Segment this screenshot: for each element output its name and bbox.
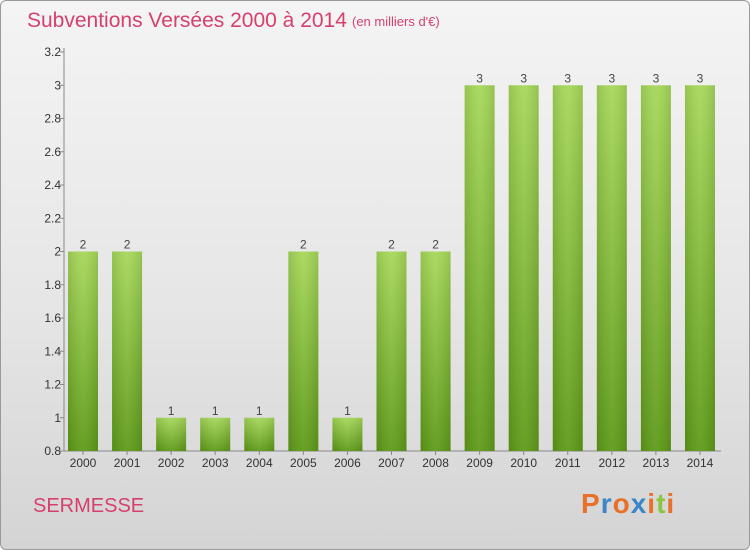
- data-label: 1: [168, 404, 175, 418]
- data-label: 1: [256, 404, 263, 418]
- y-tick-label: 3: [54, 78, 61, 92]
- logo-letter: P: [581, 488, 601, 519]
- logo-letter: o: [612, 488, 631, 519]
- y-tick-label: 1: [54, 411, 61, 425]
- data-label: 3: [564, 71, 571, 85]
- data-label: 2: [124, 238, 131, 252]
- logo-letter: i: [647, 488, 657, 519]
- x-tick-label: 2001: [114, 456, 141, 470]
- chart-title: Subventions Versées 2000 à 2014: [27, 9, 347, 32]
- bar-shade: [244, 417, 275, 451]
- logo-letter: t: [656, 488, 667, 519]
- bar-shade: [332, 417, 363, 451]
- bar-shade: [288, 251, 319, 451]
- bar-shade: [508, 85, 539, 451]
- data-label: 3: [476, 71, 483, 85]
- y-tick-label: 1.4: [44, 344, 61, 358]
- bar-shade: [596, 85, 627, 451]
- bar-shade: [112, 251, 143, 451]
- x-tick-label: 2012: [598, 456, 625, 470]
- x-tick-label: 2005: [290, 456, 317, 470]
- commune-name: SERMESSE: [33, 495, 145, 517]
- x-tick-label: 2002: [158, 456, 185, 470]
- x-tick-label: 2009: [466, 456, 493, 470]
- data-label: 1: [344, 404, 351, 418]
- bar-shade: [156, 417, 187, 451]
- bar-shade: [68, 251, 98, 451]
- x-tick-label: 2011: [555, 456, 581, 470]
- x-tick-label: 2008: [422, 456, 449, 470]
- y-tick-label: 2.8: [44, 112, 61, 126]
- bar-shade: [552, 85, 583, 451]
- logo-letter: i: [666, 488, 676, 519]
- y-tick-label: 1.6: [44, 311, 61, 325]
- x-tick-label: 2003: [202, 456, 229, 470]
- data-label: 3: [697, 71, 704, 85]
- data-label: 2: [432, 238, 439, 252]
- x-tick-label: 2004: [246, 456, 273, 470]
- y-tick-label: 1.8: [44, 278, 61, 292]
- x-tick-label: 2014: [687, 456, 714, 470]
- data-label: 3: [653, 71, 660, 85]
- bar-shade: [200, 417, 231, 451]
- x-tick-label: 2010: [510, 456, 537, 470]
- data-label: 3: [520, 71, 527, 85]
- x-tick-label: 2006: [334, 456, 361, 470]
- bar-shade: [420, 251, 451, 451]
- y-tick-label: 3.2: [44, 45, 61, 59]
- y-tick-label: 2.4: [44, 178, 61, 192]
- proxiti-logo: Proxiti: [581, 488, 675, 520]
- x-tick-label: 2000: [70, 456, 97, 470]
- data-label: 3: [608, 71, 615, 85]
- y-tick-label: 2: [54, 245, 61, 259]
- data-label: 2: [300, 238, 307, 252]
- y-tick-label: 2.2: [44, 211, 61, 225]
- y-tick-label: 2.6: [44, 145, 61, 159]
- chart-subtitle: (en milliers d'€): [352, 14, 440, 29]
- logo-letter: x: [630, 488, 648, 519]
- y-tick-label: 0.8: [44, 444, 61, 458]
- logo-letter: r: [600, 488, 613, 519]
- data-label: 2: [388, 238, 395, 252]
- data-label: 2: [80, 238, 87, 252]
- bar-shade: [684, 85, 715, 451]
- bar-shade: [376, 251, 407, 451]
- data-label: 1: [212, 404, 219, 418]
- y-tick-label: 1.2: [44, 378, 61, 392]
- bar-shade: [464, 85, 495, 451]
- x-tick-label: 2007: [378, 456, 405, 470]
- bar-shade: [640, 85, 671, 451]
- x-tick-label: 2013: [643, 456, 670, 470]
